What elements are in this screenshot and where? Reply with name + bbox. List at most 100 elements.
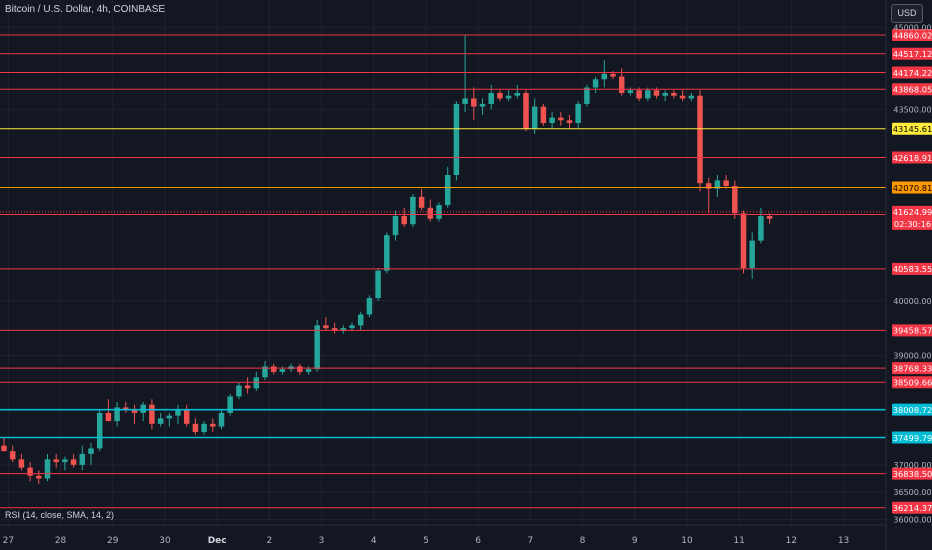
candle-up <box>44 459 51 479</box>
candle-up <box>218 412 225 427</box>
price-line-tag <box>892 28 932 41</box>
price-line-label: 39458.57 <box>893 326 932 336</box>
price-line-label: 36838.50 <box>893 469 932 479</box>
candle-down <box>401 216 407 225</box>
candle-up <box>749 240 755 268</box>
price-line-label: 44517.12 <box>893 49 932 59</box>
candle-down <box>210 423 216 427</box>
currency-button[interactable]: USD <box>891 4 923 23</box>
candle-up <box>410 196 416 225</box>
price-line-tag <box>892 324 932 337</box>
candle-down <box>540 106 547 124</box>
countdown-label: 02:30:16 <box>894 219 931 229</box>
x-tick-label: 7 <box>527 536 533 546</box>
price-line-tag <box>892 403 932 416</box>
candle-up <box>314 325 320 370</box>
candle-down <box>418 196 425 208</box>
x-tick-label: 28 <box>55 536 67 546</box>
candle-up <box>175 410 181 416</box>
candle-down <box>70 459 77 465</box>
candle-down <box>723 180 729 186</box>
y-tick-label: 39000.00 <box>893 351 931 360</box>
candle-down <box>671 92 677 96</box>
candle-up <box>279 369 286 372</box>
price-line-tag <box>892 151 932 164</box>
current-price-label: 41624.99 <box>893 207 932 217</box>
candle-up <box>140 404 146 413</box>
price-line-tag <box>892 66 932 79</box>
candle-up <box>157 418 164 424</box>
price-axis[interactable]: 44860.02 44517.12 44174.22 43868.05 43145.61… <box>885 0 932 550</box>
candle-down <box>123 407 129 411</box>
candle-down <box>53 459 59 463</box>
candle-down <box>105 412 112 422</box>
candle-up <box>201 423 207 433</box>
candle-up <box>488 92 494 104</box>
candle-down <box>36 475 42 479</box>
x-tick-label: 11 <box>733 536 744 546</box>
price-line-label: 42070.81 <box>893 183 932 193</box>
candle-up <box>514 92 521 96</box>
candle-down <box>18 459 25 468</box>
candle-up <box>262 366 268 378</box>
candle-down <box>183 410 190 424</box>
y-tick-label: 36000.00 <box>893 516 931 525</box>
candle-down <box>497 92 503 99</box>
candle-down <box>297 366 303 372</box>
candle-up <box>96 412 103 449</box>
candle-up <box>349 325 355 329</box>
candle-up <box>366 298 373 315</box>
candle-down <box>732 185 738 214</box>
candle-up <box>227 396 233 413</box>
price-line-tag <box>892 362 932 375</box>
price-line-tag <box>892 47 932 60</box>
x-tick-label: 10 <box>681 536 693 546</box>
candle-down <box>192 423 199 433</box>
candle-up <box>384 235 390 271</box>
price-line-tag <box>892 262 932 275</box>
candle-down <box>27 467 33 476</box>
candle-down <box>244 385 251 389</box>
candle-up <box>453 103 460 175</box>
candle-up <box>88 448 94 454</box>
price-line-label: 44860.02 <box>893 30 932 40</box>
candle-up <box>531 106 538 129</box>
candle-up <box>662 92 668 96</box>
symbol-title: Bitcoin / U.S. Dollar, 4h, COINBASE <box>5 4 166 15</box>
price-line-label: 38509.66 <box>893 378 932 388</box>
candle-up <box>627 90 634 93</box>
horizontal-price-lines[interactable] <box>0 34 886 509</box>
candle-up <box>505 95 512 99</box>
y-tick-label: 40000.00 <box>893 297 931 306</box>
candle-down <box>1 445 7 452</box>
price-line-tag <box>892 467 932 480</box>
x-tick-label: Dec <box>208 536 227 546</box>
candle-up <box>688 95 695 99</box>
candle-down <box>610 73 616 77</box>
candle-down <box>523 92 529 129</box>
y-tick-label: 37000.00 <box>893 461 931 470</box>
candle-up <box>601 73 608 80</box>
candle-down <box>471 98 477 107</box>
candle-down <box>331 328 338 331</box>
x-tick-label: 8 <box>580 536 586 546</box>
price-line-tag <box>892 122 932 135</box>
candle-up <box>253 377 260 389</box>
price-line-label: 42618.91 <box>893 153 932 163</box>
candle-down <box>697 95 703 184</box>
current-price-tag <box>892 205 932 230</box>
price-line-tag <box>892 83 932 96</box>
candle-up <box>114 407 120 422</box>
rsi-indicator-label[interactable]: RSI (14, close, SMA, 14, 2) <box>5 510 115 520</box>
candle-down <box>427 207 434 219</box>
candle-down <box>705 183 712 189</box>
price-line-tag <box>892 376 932 389</box>
price-line-label: 36214.37 <box>893 503 932 513</box>
candle-up <box>714 180 721 189</box>
candlestick-series <box>1 35 773 484</box>
x-tick-label: 9 <box>632 536 638 546</box>
time-axis[interactable]: 27 28 29 30 Dec 2 3 4 5 6 7 8 9 10 11 12 13 <box>0 524 886 546</box>
candle-up <box>479 103 486 107</box>
price-line-label: 44174.22 <box>893 68 932 78</box>
